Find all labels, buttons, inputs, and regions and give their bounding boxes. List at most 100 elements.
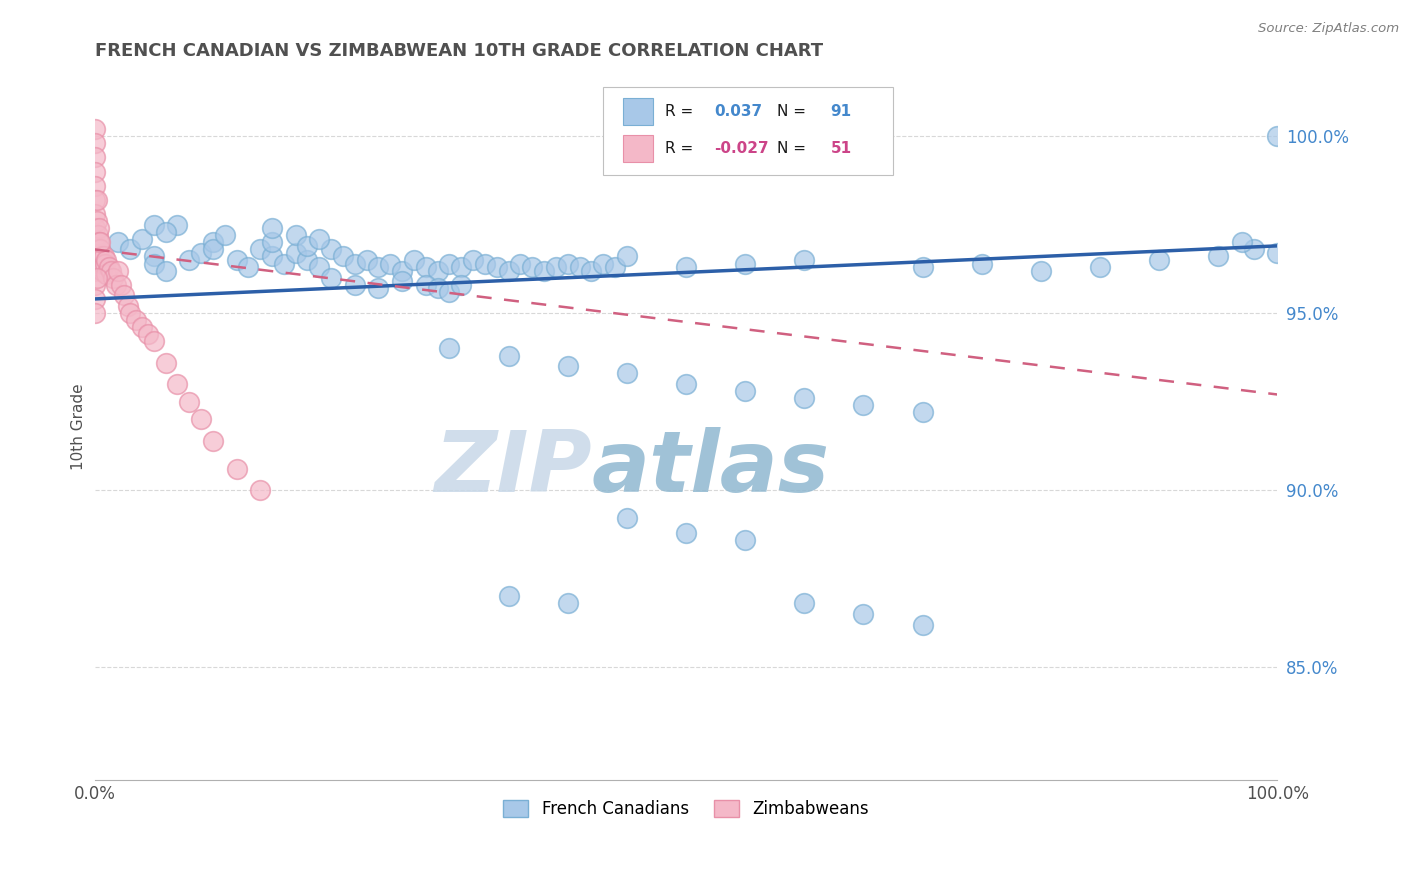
Text: R =: R =: [665, 103, 697, 119]
Point: [675, 260, 697, 274]
Point: [356, 252, 378, 267]
Point: [557, 256, 579, 270]
FancyBboxPatch shape: [623, 98, 652, 125]
Point: [439, 285, 461, 299]
Point: [544, 260, 567, 274]
Point: [911, 405, 934, 419]
Text: -0.027: -0.027: [714, 141, 769, 156]
Point: [249, 483, 271, 497]
Point: [522, 260, 544, 274]
Point: [112, 288, 135, 302]
Point: [166, 218, 188, 232]
Point: [83, 150, 105, 164]
Point: [83, 277, 105, 292]
Point: [86, 214, 108, 228]
Point: [793, 596, 815, 610]
Point: [343, 277, 366, 292]
Point: [911, 617, 934, 632]
Text: 91: 91: [831, 103, 852, 119]
Point: [83, 193, 105, 207]
Point: [142, 334, 165, 349]
Point: [142, 250, 165, 264]
Point: [89, 256, 111, 270]
Point: [225, 462, 247, 476]
Point: [120, 306, 142, 320]
Point: [343, 256, 366, 270]
Point: [260, 235, 283, 250]
Point: [90, 250, 112, 264]
Point: [1243, 243, 1265, 257]
FancyBboxPatch shape: [603, 87, 893, 175]
Point: [426, 263, 449, 277]
Point: [83, 292, 105, 306]
Point: [426, 281, 449, 295]
Point: [142, 218, 165, 232]
Point: [284, 246, 307, 260]
Point: [284, 228, 307, 243]
Legend: French Canadians, Zimbabweans: French Canadians, Zimbabweans: [496, 794, 876, 825]
Point: [125, 313, 148, 327]
Point: [179, 252, 201, 267]
Point: [86, 270, 108, 285]
Text: FRENCH CANADIAN VS ZIMBABWEAN 10TH GRADE CORRELATION CHART: FRENCH CANADIAN VS ZIMBABWEAN 10TH GRADE…: [94, 42, 823, 60]
Point: [391, 263, 413, 277]
Point: [90, 263, 112, 277]
Point: [380, 256, 402, 270]
Point: [155, 263, 177, 277]
Point: [89, 235, 111, 250]
Point: [100, 263, 122, 277]
Point: [201, 235, 224, 250]
Point: [793, 252, 815, 267]
Point: [581, 263, 603, 277]
Point: [249, 243, 271, 257]
Point: [557, 359, 579, 374]
Point: [1088, 260, 1111, 274]
Point: [557, 596, 579, 610]
Point: [131, 320, 153, 334]
Point: [439, 342, 461, 356]
Point: [273, 256, 295, 270]
Point: [83, 178, 105, 193]
Text: 0.037: 0.037: [714, 103, 762, 119]
Point: [89, 221, 111, 235]
Point: [308, 232, 330, 246]
Point: [367, 260, 389, 274]
Text: ZIP: ZIP: [434, 427, 592, 510]
Point: [391, 274, 413, 288]
Point: [734, 256, 756, 270]
Point: [734, 384, 756, 398]
Point: [474, 256, 496, 270]
Point: [297, 252, 319, 267]
Point: [83, 221, 105, 235]
Text: 51: 51: [831, 141, 852, 156]
Point: [136, 327, 159, 342]
Point: [734, 533, 756, 547]
Point: [93, 250, 115, 264]
Point: [970, 256, 993, 270]
Point: [297, 239, 319, 253]
Point: [498, 589, 520, 603]
Point: [155, 356, 177, 370]
Point: [450, 277, 472, 292]
FancyBboxPatch shape: [623, 135, 652, 161]
Text: atlas: atlas: [592, 427, 830, 510]
Point: [675, 376, 697, 391]
Point: [104, 277, 127, 292]
Point: [225, 252, 247, 267]
Point: [83, 164, 105, 178]
Point: [83, 235, 105, 250]
Point: [107, 235, 129, 250]
Point: [89, 243, 111, 257]
Point: [308, 260, 330, 274]
Point: [439, 256, 461, 270]
Point: [83, 306, 105, 320]
Point: [415, 277, 437, 292]
Point: [1147, 252, 1170, 267]
Point: [260, 250, 283, 264]
Point: [120, 243, 142, 257]
Point: [155, 225, 177, 239]
Point: [332, 250, 354, 264]
Point: [415, 260, 437, 274]
Point: [793, 391, 815, 405]
Point: [87, 228, 110, 243]
